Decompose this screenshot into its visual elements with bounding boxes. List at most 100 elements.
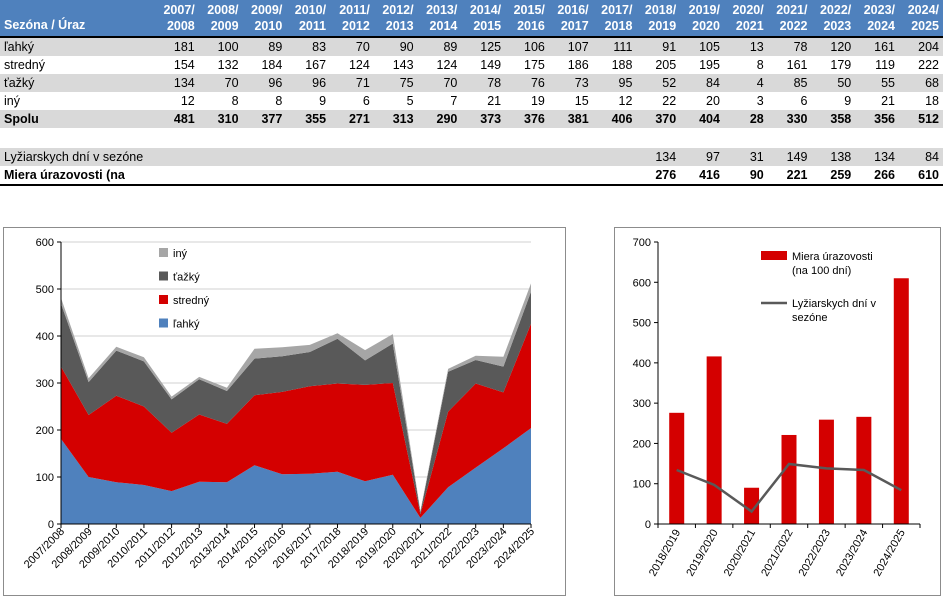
x-tick-label: 2021/2022 — [759, 528, 795, 579]
table-cell — [198, 148, 243, 166]
table-cell — [373, 166, 418, 186]
table-cell: 97 — [680, 148, 724, 166]
season-header: 2021/2022 — [767, 0, 812, 37]
table-cell: 120 — [811, 36, 856, 56]
table-cell: 181 — [155, 36, 199, 56]
table-cell: 91 — [636, 36, 681, 56]
season-header: 2018/2019 — [636, 0, 681, 37]
legend-label: ľahký — [173, 319, 200, 331]
table-cell: 9 — [844, 94, 852, 108]
y-tick-label: 500 — [36, 284, 54, 296]
line-series — [676, 462, 902, 514]
x-tick-label: 2020/2021 — [722, 528, 758, 579]
table-cell: 195 — [699, 58, 720, 72]
table-cell: 13 — [723, 36, 768, 56]
table-cell: 85 — [767, 74, 812, 92]
table-cell: 111 — [592, 36, 637, 56]
legend-label: (na 100 dní) — [792, 265, 851, 277]
area-ťažký — [61, 291, 531, 515]
bar — [669, 412, 685, 524]
legend-label: Miera úrazovosti — [792, 251, 873, 263]
bar — [818, 419, 834, 524]
table-cell: 276 — [636, 166, 681, 186]
table-cell: 179 — [830, 58, 852, 72]
season-header: 2014/2015 — [461, 0, 506, 37]
table-cell: 78 — [461, 74, 506, 92]
season-header: 2015/2016 — [505, 0, 549, 37]
row-label: stredný — [4, 58, 45, 72]
table-cell: 6 — [362, 94, 370, 108]
table-cell: 356 — [855, 110, 900, 128]
bar — [706, 356, 722, 524]
table-cell: 19 — [530, 94, 545, 108]
season-header: 2009/2010 — [242, 0, 287, 37]
y-tick-label: 700 — [633, 237, 651, 249]
table-cell — [505, 148, 549, 166]
table-cell: 134 — [155, 74, 199, 92]
table-cell: 22 — [662, 94, 677, 108]
table-cell: 100 — [198, 36, 243, 56]
table-cell: 481 — [155, 110, 199, 128]
x-tick-label: 2019/2020 — [684, 528, 720, 579]
table-cell — [592, 166, 637, 186]
table-cell — [155, 148, 199, 166]
table-cell: 138 — [811, 148, 856, 166]
table-cell: 3 — [756, 94, 764, 108]
row-label: Miera úrazovosti (na — [0, 166, 155, 186]
legend-swatch — [761, 251, 787, 260]
table-cell — [417, 166, 462, 186]
row-label: ťažký — [0, 74, 155, 92]
table-cell: 204 — [899, 36, 943, 56]
table-cell: 188 — [611, 58, 633, 72]
table-cell: 381 — [548, 110, 593, 128]
table-row: Spolu 481 310 377 355 271 313 290 373 376 381 406 37… — [0, 110, 943, 128]
table-cell: 134 — [636, 148, 681, 166]
y-tick-label: 100 — [36, 472, 54, 484]
table-row: iný 12 8 8 9 6 5 7 21 19 15 12 22 20 3 6 9 21 18 — [0, 92, 943, 110]
bar — [893, 278, 909, 524]
table-cell: 161 — [855, 36, 900, 56]
table-cell: 12 — [618, 94, 633, 108]
table-cell: 184 — [261, 58, 283, 72]
table-cell: 20 — [706, 94, 720, 108]
table-cell: 610 — [899, 166, 943, 186]
corner-label: Sezóna / Úraz — [0, 0, 155, 37]
table-cell: 222 — [918, 58, 939, 72]
table-cell: 76 — [505, 74, 549, 92]
table-cell — [155, 166, 199, 186]
legend-swatch — [159, 318, 168, 328]
table-cell — [286, 148, 331, 166]
table-row: stredný 154 132 184 167 124 143 124 149 175 186 188… — [0, 56, 943, 74]
y-tick-label: 200 — [36, 425, 54, 437]
season-header: 2023/2024 — [855, 0, 900, 37]
legend-label: iný — [173, 248, 188, 260]
table-cell: 143 — [392, 58, 414, 72]
table-cell — [548, 166, 593, 186]
table-row: ľahký 181 100 89 83 70 90 89 125 106 107 111 91 105 13… — [0, 36, 943, 56]
row-label: ľahký — [0, 36, 155, 56]
legend-label: stredný — [173, 295, 210, 307]
table-cell: 186 — [567, 58, 589, 72]
x-tick-label: 2018/2019 — [647, 528, 683, 579]
table-cell: 125 — [461, 36, 506, 56]
season-header: 2011/2012 — [330, 0, 374, 37]
legend-label: Lyžiarskych dní v — [792, 298, 876, 310]
legend-swatch — [159, 248, 168, 257]
y-tick-label: 600 — [633, 277, 651, 289]
table-cell: 9 — [319, 94, 327, 108]
table-cell: 6 — [800, 94, 808, 108]
season-header: 2016/2017 — [548, 0, 593, 37]
table-header-row: Sezóna / Úraz 2007/2008 2008/2009 2009/2010… — [0, 0, 943, 37]
table-cell: 134 — [855, 148, 900, 166]
x-tick-label: 2024/2025 — [871, 528, 907, 579]
table-cell: 84 — [680, 74, 724, 92]
y-tick-label: 100 — [633, 479, 651, 491]
table-cell — [461, 166, 506, 186]
table-cell: 70 — [417, 74, 462, 92]
table-cell: 221 — [767, 166, 812, 186]
table-row: ťažký 134 70 96 96 71 75 70 78 76 73 95 52 84 4 85 50 55 6… — [0, 74, 943, 92]
table-cell: 70 — [198, 74, 243, 92]
table-cell — [330, 148, 374, 166]
table-cell: 89 — [242, 36, 287, 56]
y-tick-label: 400 — [36, 331, 54, 343]
